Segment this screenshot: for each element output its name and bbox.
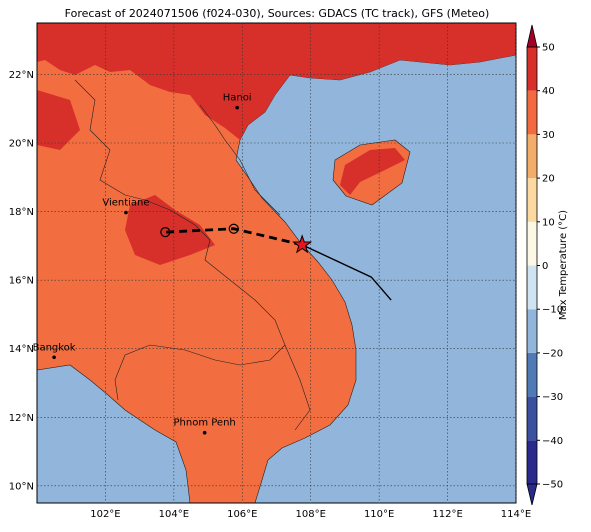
colorbar-segment bbox=[527, 309, 537, 353]
colorbar-extend-high bbox=[526, 24, 538, 48]
colorbar-segment bbox=[527, 90, 537, 135]
map-title: Forecast of 2024071506 (f024-030), Sourc… bbox=[65, 7, 490, 20]
forecast-track bbox=[165, 227, 303, 247]
storm-position bbox=[292, 234, 313, 254]
map-frame bbox=[36, 22, 517, 504]
y-tick-label: 10°N bbox=[9, 481, 34, 492]
x-tick-label: 114°E bbox=[501, 509, 531, 520]
x-tick-label: 112°E bbox=[432, 509, 462, 520]
track-point bbox=[160, 227, 171, 238]
colorbar-tick-label: −30 bbox=[542, 392, 563, 403]
colorbar-tick-label: 20 bbox=[542, 174, 555, 185]
track-point bbox=[228, 223, 239, 234]
map-area bbox=[36, 22, 517, 504]
past-track bbox=[301, 244, 392, 301]
colorbar-tick-label: 50 bbox=[542, 43, 555, 54]
colorbar-segment bbox=[527, 440, 537, 484]
y-tick-label: 18°N bbox=[9, 207, 34, 218]
colorbar-segment bbox=[527, 265, 537, 310]
colorbar-segment bbox=[527, 221, 537, 266]
city-marker bbox=[52, 355, 56, 360]
colorbar-tick-label: 40 bbox=[542, 86, 555, 97]
y-tick-label: 14°N bbox=[9, 344, 34, 355]
y-tick-label: 20°N bbox=[9, 139, 34, 150]
colorbar-extend-low bbox=[526, 483, 538, 506]
city-label: Phnom Penh bbox=[174, 418, 236, 429]
y-tick-label: 22°N bbox=[9, 70, 34, 81]
colorbar-segment bbox=[527, 134, 537, 179]
hot-zone bbox=[340, 148, 405, 195]
colorbar-segment bbox=[527, 178, 537, 222]
hot-zone bbox=[37, 23, 516, 140]
x-tick-label: 104°E bbox=[159, 509, 189, 520]
colorbar-segment bbox=[527, 352, 537, 397]
x-tick-label: 110°E bbox=[364, 509, 394, 520]
x-tick-label: 106°E bbox=[227, 509, 257, 520]
colorbar-tick-label: −50 bbox=[542, 480, 563, 491]
city-marker bbox=[202, 430, 207, 435]
colorbar-label: Max Temperature (°C) bbox=[558, 210, 569, 320]
hot-zone bbox=[125, 195, 215, 265]
city-marker bbox=[235, 105, 239, 110]
colorbar-tick-label: 0 bbox=[542, 261, 548, 272]
city-label: Hanoi bbox=[223, 93, 252, 104]
y-tick-label: 16°N bbox=[9, 276, 34, 287]
city-label: Vientiane bbox=[102, 198, 149, 209]
city-label: Bangkok bbox=[33, 342, 76, 353]
colorbar-tick-label: 10 bbox=[542, 217, 555, 228]
x-tick-label: 102°E bbox=[90, 509, 120, 520]
colorbar-tick-label: −10 bbox=[542, 305, 563, 316]
colorbar-segment bbox=[527, 396, 537, 441]
colorbar-tick-label: 30 bbox=[542, 130, 555, 141]
city-marker bbox=[124, 210, 128, 215]
hot-zone bbox=[37, 90, 80, 150]
colorbar-tick-label: −40 bbox=[542, 436, 563, 447]
y-tick-label: 12°N bbox=[9, 413, 34, 424]
x-tick-label: 108°E bbox=[296, 509, 326, 520]
colorbar-segment bbox=[527, 47, 537, 91]
colorbar-tick-label: −20 bbox=[542, 348, 563, 359]
